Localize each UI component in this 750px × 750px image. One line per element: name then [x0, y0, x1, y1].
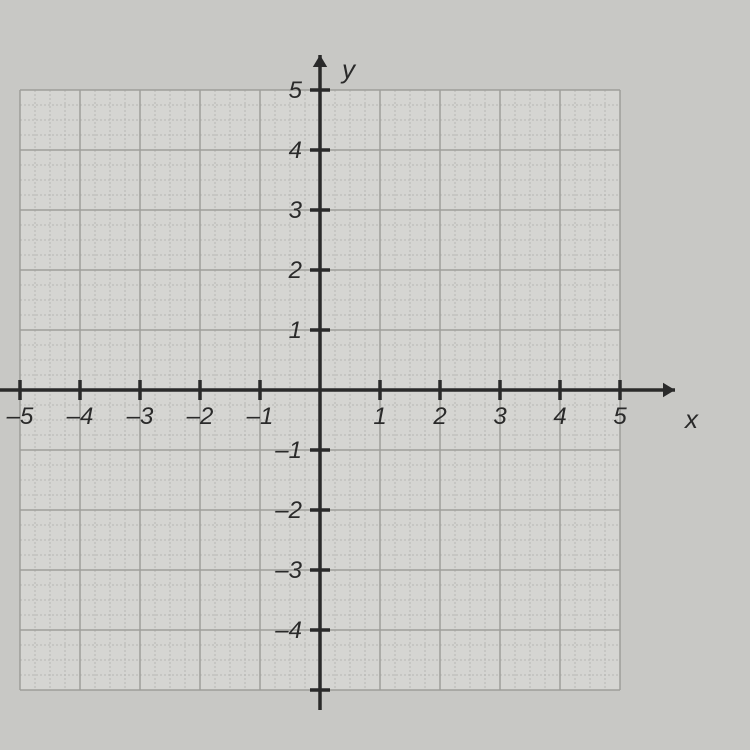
y-tick-label: –1 — [274, 437, 302, 464]
y-tick-label: 5 — [289, 77, 303, 104]
y-tick-label: 1 — [289, 317, 302, 344]
x-tick-label: 2 — [432, 403, 446, 430]
x-tick-label: –3 — [126, 403, 154, 430]
x-tick-label: 4 — [553, 403, 566, 430]
x-tick-label: –2 — [186, 403, 214, 430]
y-tick-label: –3 — [274, 557, 302, 584]
x-tick-label: 1 — [373, 403, 386, 430]
x-tick-label: –4 — [66, 403, 94, 430]
y-tick-label: –2 — [274, 497, 302, 524]
y-axis-label: y — [340, 54, 357, 84]
x-tick-label: –1 — [246, 403, 274, 430]
y-tick-label: 4 — [289, 137, 302, 164]
coordinate-grid-svg: –5 –4 –3 –2 –1 1 2 3 4 5 –4 –3 –2 –1 1 2 3 4 5 y x — [0, 0, 750, 750]
x-tick-label: –5 — [6, 403, 34, 430]
x-tick-label: 5 — [613, 403, 627, 430]
y-tick-label: 3 — [289, 197, 303, 224]
coordinate-grid-container: –5 –4 –3 –2 –1 1 2 3 4 5 –4 –3 –2 –1 1 2 3 4 5 y x — [0, 0, 750, 750]
x-tick-label: 3 — [493, 403, 507, 430]
y-tick-label: 2 — [288, 257, 302, 284]
y-tick-label: –4 — [274, 617, 302, 644]
x-axis-label: x — [683, 404, 699, 434]
